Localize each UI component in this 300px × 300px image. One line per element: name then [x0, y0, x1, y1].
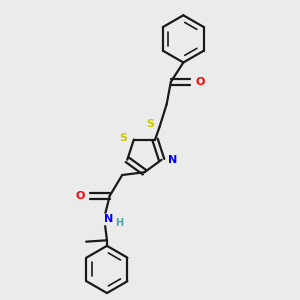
Text: N: N — [104, 214, 113, 224]
Text: O: O — [195, 77, 205, 87]
Text: N: N — [167, 155, 177, 165]
Text: O: O — [76, 191, 85, 201]
Text: S: S — [119, 133, 127, 143]
Text: S: S — [146, 118, 154, 129]
Text: H: H — [116, 218, 124, 228]
